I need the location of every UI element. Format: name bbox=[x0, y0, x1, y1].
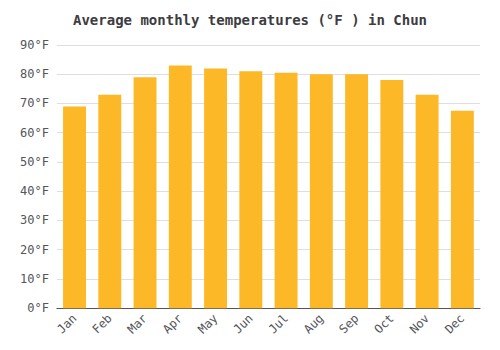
svg-text:30°F: 30°F bbox=[20, 213, 49, 227]
svg-text:Oct: Oct bbox=[372, 311, 397, 336]
svg-text:70°F: 70°F bbox=[20, 96, 49, 110]
svg-text:60°F: 60°F bbox=[20, 126, 49, 140]
svg-text:0°F: 0°F bbox=[27, 301, 49, 315]
svg-text:Nov: Nov bbox=[407, 311, 432, 336]
svg-text:May: May bbox=[195, 311, 220, 336]
svg-text:Aug: Aug bbox=[301, 311, 326, 336]
svg-text:10°F: 10°F bbox=[20, 272, 49, 286]
svg-text:Feb: Feb bbox=[90, 311, 115, 336]
svg-text:Jun: Jun bbox=[231, 311, 256, 336]
svg-text:90°F: 90°F bbox=[20, 38, 49, 52]
svg-text:20°F: 20°F bbox=[20, 243, 49, 257]
svg-text:Jul: Jul bbox=[266, 311, 291, 336]
svg-text:Sep: Sep bbox=[336, 311, 361, 336]
svg-text:Mar: Mar bbox=[125, 311, 150, 336]
svg-text:80°F: 80°F bbox=[20, 67, 49, 81]
svg-text:Dec: Dec bbox=[442, 311, 467, 336]
svg-text:50°F: 50°F bbox=[20, 155, 49, 169]
svg-text:Jan: Jan bbox=[54, 311, 79, 336]
svg-text:40°F: 40°F bbox=[20, 184, 49, 198]
svg-text:Average monthly temperatures (: Average monthly temperatures (°F ) in Ch… bbox=[73, 12, 427, 28]
svg-text:Apr: Apr bbox=[160, 311, 185, 336]
